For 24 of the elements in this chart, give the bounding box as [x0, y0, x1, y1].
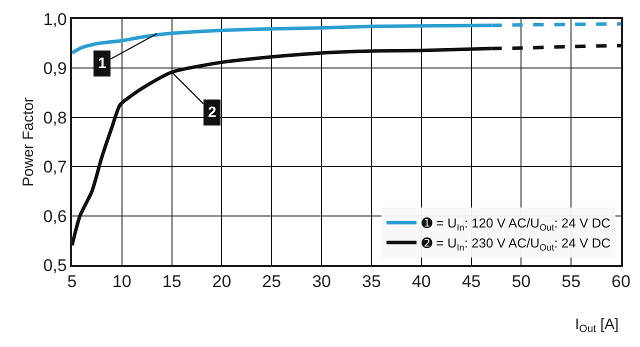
y-axis-title: Power Factor	[20, 97, 37, 187]
x-tick-label: 5	[67, 272, 77, 292]
x-tick-label: 45	[462, 272, 481, 292]
x-tick-label: 30	[312, 272, 332, 292]
x-tick-label: 10	[112, 272, 132, 292]
x-axis-title: I$_{Out}$ [A]	[575, 316, 619, 336]
y-tick-label: 0,5	[43, 256, 67, 275]
annotation: 1	[98, 55, 106, 72]
x-tick-label: 40	[412, 272, 431, 292]
x-tick-label: 55	[562, 272, 581, 292]
legend-label: ➋ = U$_{In}$: 230 V AC/U$_{Out}$: 24 V DC	[422, 236, 611, 252]
x-tick-label: 50	[512, 272, 531, 292]
x-tick-label: 25	[262, 272, 282, 292]
annotation: 2	[208, 104, 216, 121]
y-tick-label: 0,6	[43, 206, 67, 226]
x-tick-label: 60	[612, 272, 630, 292]
y-tick-label: 1,0	[43, 10, 67, 29]
y-tick-label: 0,8	[43, 108, 67, 128]
y-tick-label: 0,7	[43, 158, 67, 177]
legend-label: ➊ = U$_{In}$: 120 V AC/U$_{Out}$: 24 V DC	[422, 216, 611, 232]
x-tick-label: 35	[362, 272, 381, 292]
x-tick-label: 15	[162, 272, 182, 292]
y-tick-label: 0,9	[43, 59, 67, 78]
x-tick-label: 20	[212, 272, 232, 292]
